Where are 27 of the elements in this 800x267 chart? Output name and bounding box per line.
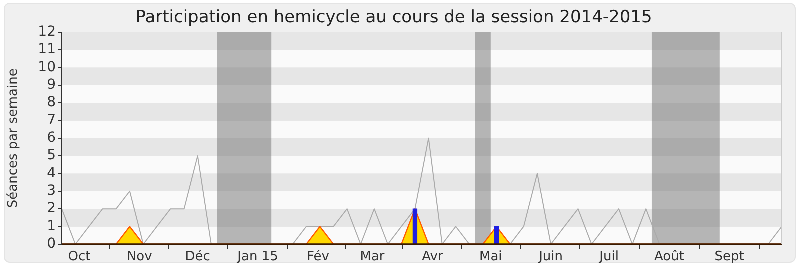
x-tick-label: Oct (68, 250, 91, 265)
y-tick-label: 0 (47, 236, 56, 252)
x-tick-label: Mar (360, 250, 386, 265)
chart-title: Participation en hemicycle au cours de la session 2014-2015 (136, 8, 652, 28)
y-tick-label: 7 (47, 112, 56, 128)
x-tick-label: Fév (306, 250, 330, 265)
x-tick-label: Sept (714, 250, 744, 265)
y-tick-label: 11 (38, 42, 56, 58)
y-tick-label: 5 (47, 148, 56, 164)
y-tick-label: 9 (47, 77, 56, 94)
y-tick-label: 8 (47, 94, 56, 111)
x-tick-label: Avr (422, 250, 444, 265)
y-tick-label: 6 (47, 130, 56, 146)
y-tick-label: 1 (47, 218, 56, 234)
y-axis-title: Séances par semaine (6, 68, 22, 208)
y-tick-label: 12 (38, 24, 56, 40)
y-tick-label: 2 (47, 200, 56, 217)
y-tick-label: 3 (47, 183, 56, 200)
x-tick-label: Juin (538, 250, 564, 265)
y-tick-label: 4 (47, 165, 56, 182)
x-tick-label: Mai (479, 250, 502, 265)
x-tick-label: Nov (126, 250, 153, 265)
y-tick-label: 10 (38, 59, 56, 76)
x-tick-label: Déc (185, 250, 210, 265)
x-tick-label: Jan 15 (236, 250, 278, 265)
x-tick-label: Août (654, 250, 684, 265)
x-tick-label: Juil (598, 250, 619, 265)
